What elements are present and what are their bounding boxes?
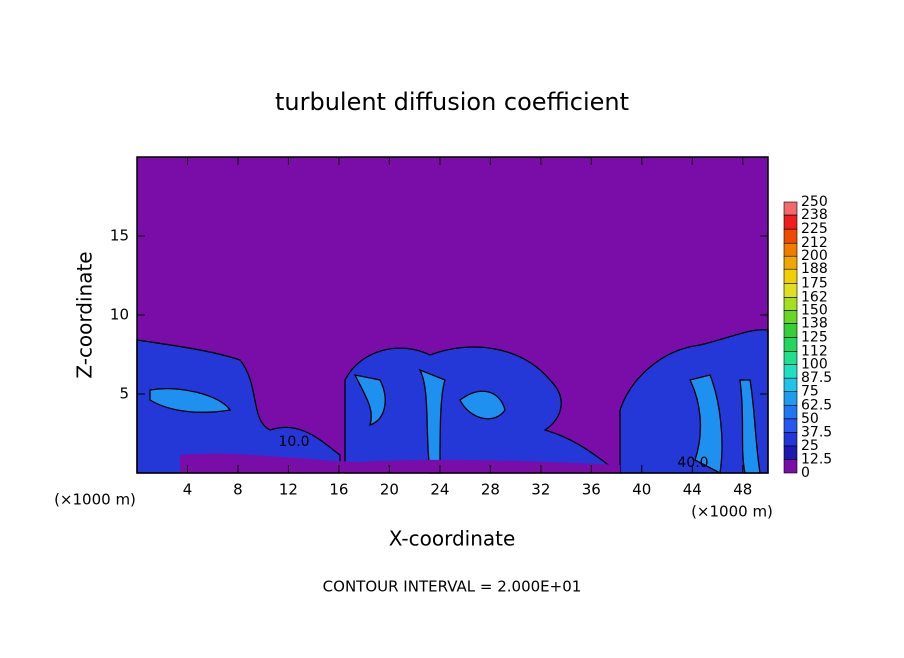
footer: CONTOUR INTERVAL = 2.000E+01 xyxy=(323,578,582,596)
colorbar-swatch xyxy=(783,404,798,420)
x-tick-label: 16 xyxy=(329,481,348,499)
colorbar-swatch xyxy=(783,432,798,447)
x-tick-label: 48 xyxy=(733,481,752,499)
colorbar-label: 87.5 xyxy=(801,370,832,386)
x-tick-label: 32 xyxy=(531,481,550,499)
colorbar-swatch xyxy=(783,459,798,474)
colorbar-label: 150 xyxy=(801,302,828,318)
x-tick-label: 8 xyxy=(233,481,243,499)
x-tick-label: 24 xyxy=(430,481,449,499)
x-tick-label: 20 xyxy=(380,481,399,499)
x-tick-label: 12 xyxy=(279,481,298,499)
x-tick-label: 28 xyxy=(481,481,500,499)
colorbar-label: 125 xyxy=(801,330,828,346)
y-axis-label: Z-coordinate xyxy=(73,251,97,378)
colorbar-label: 62.5 xyxy=(801,397,832,413)
colorbar-swatch xyxy=(783,377,798,392)
contour-label: 40.0 xyxy=(677,455,708,471)
contour-label: 10.0 xyxy=(278,434,309,450)
colorbar-label: 162 xyxy=(801,289,828,305)
colorbar-label: 50 xyxy=(801,411,819,427)
colorbar-swatch xyxy=(783,255,798,270)
colorbar-label: 225 xyxy=(801,221,828,237)
colorbar-swatch xyxy=(783,364,798,379)
colorbar-swatch xyxy=(783,201,798,216)
colorbar-label: 238 xyxy=(801,207,828,223)
x-unit: (×1000 m) xyxy=(54,491,136,509)
colorbar-label: 200 xyxy=(801,248,828,264)
x-unit-right: (×1000 m) xyxy=(691,503,773,521)
y-tick-label: 5 xyxy=(119,385,129,403)
colorbar-swatch xyxy=(783,337,798,352)
colorbar-swatch xyxy=(783,282,798,298)
colorbar-swatch xyxy=(783,228,798,244)
x-tick-label: 36 xyxy=(582,481,601,499)
y-tick-label: 15 xyxy=(110,227,129,245)
colorbar-label: 212 xyxy=(801,235,828,251)
colorbar-label: 25 xyxy=(801,438,819,454)
colorbar-label: 75 xyxy=(801,384,819,400)
x-tick-label: 4 xyxy=(183,481,193,499)
colorbar-swatch xyxy=(783,242,798,257)
colorbar-label: 138 xyxy=(801,315,828,331)
colorbar-label: 0 xyxy=(801,465,810,481)
colorbar-label: 250 xyxy=(801,194,828,210)
chart-title: turbulent diffusion coefficient xyxy=(275,88,629,116)
colorbar-label: 112 xyxy=(801,344,828,360)
colorbar-swatch xyxy=(783,310,798,324)
x-tick-label: 40 xyxy=(632,481,651,499)
colorbar-swatch xyxy=(783,351,798,365)
colorbar-swatch xyxy=(783,391,798,406)
colorbar-swatch xyxy=(783,445,798,460)
y-tick-label: 10 xyxy=(110,306,129,324)
x-tick-label: 44 xyxy=(683,481,702,499)
colorbar-swatch xyxy=(783,323,798,338)
colorbar-swatch xyxy=(783,214,798,230)
colorbar-label: 188 xyxy=(801,261,828,277)
colorbar-label: 100 xyxy=(801,357,828,373)
colorbar-label: 12.5 xyxy=(801,451,832,467)
turbulence-field xyxy=(136,329,769,474)
colorbar-swatch xyxy=(783,418,798,433)
colorbar-swatch xyxy=(783,268,798,284)
colorbar-label: 37.5 xyxy=(801,424,832,440)
colorbar-swatch xyxy=(783,297,798,311)
colorbar-label: 175 xyxy=(801,275,828,291)
x-axis-label: X-coordinate xyxy=(389,527,516,551)
